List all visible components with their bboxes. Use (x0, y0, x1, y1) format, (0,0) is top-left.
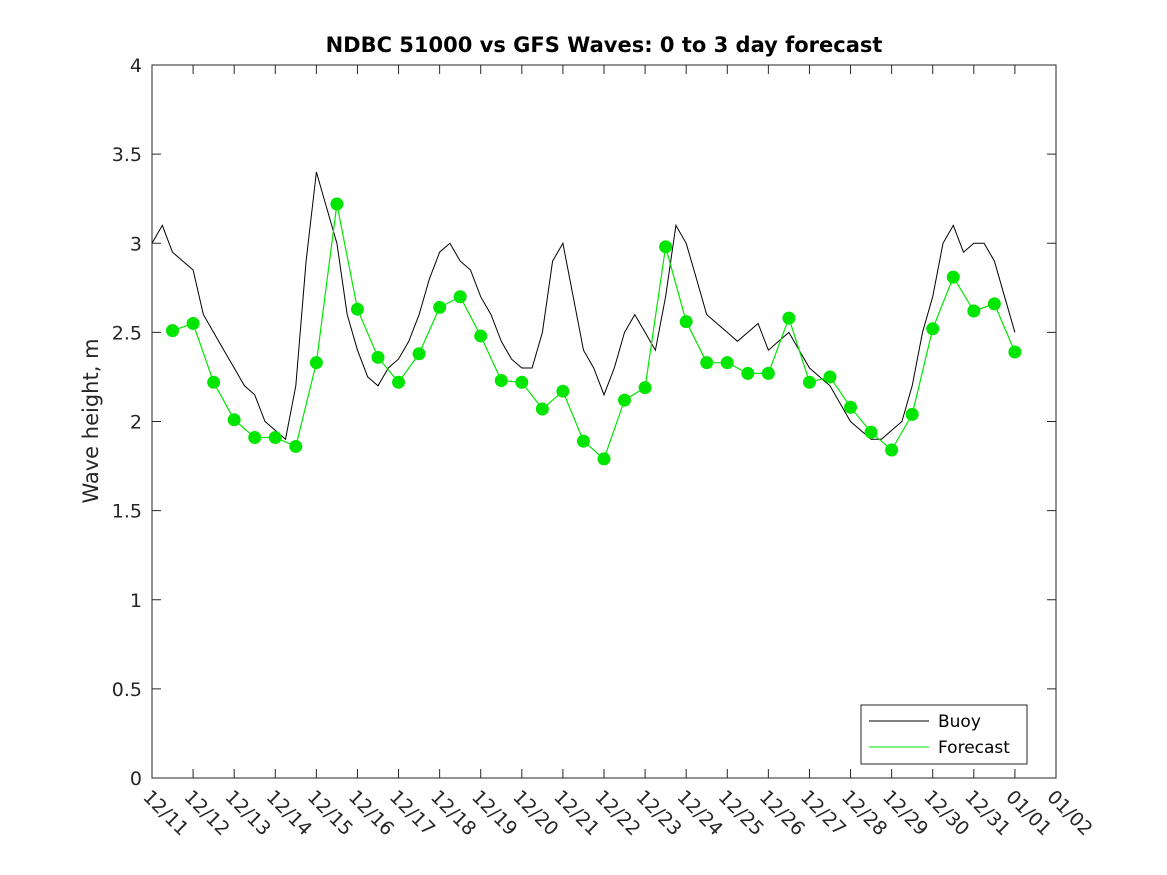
forecast-point (330, 197, 344, 211)
legend: Buoy Forecast (860, 704, 1028, 765)
forecast-point (926, 322, 940, 336)
y-tick-label: 2 (130, 412, 142, 434)
y-tick-label: 4 (130, 55, 142, 77)
forecast-point (371, 350, 385, 364)
forecast-point (474, 329, 488, 343)
forecast-point (433, 300, 447, 314)
forecast-point (556, 384, 570, 398)
forecast-point (823, 370, 837, 384)
y-tick-label: 0 (130, 768, 142, 790)
y-tick-label: 3.5 (112, 144, 142, 166)
forecast-point (946, 270, 960, 284)
forecast-point (761, 366, 775, 380)
forecast-point (227, 413, 241, 427)
y-tick-label: 0.5 (112, 679, 142, 701)
forecast-point (864, 425, 878, 439)
forecast-point (166, 324, 180, 338)
forecast-point (802, 375, 816, 389)
forecast-point (618, 393, 632, 407)
y-tick-label: 2.5 (112, 322, 142, 344)
y-tick-label: 1.5 (112, 501, 142, 523)
forecast-point (700, 356, 714, 370)
forecast-point (741, 366, 755, 380)
legend-label-buoy: Buoy (938, 712, 981, 732)
y-axis: 0 0.5 1 1.5 2 2.5 3 3.5 4 (112, 55, 1056, 790)
forecast-point (268, 431, 282, 445)
forecast-point (289, 439, 303, 453)
forecast-point (720, 356, 734, 370)
forecast-point (186, 316, 200, 330)
chart-title: NDBC 51000 vs GFS Waves: 0 to 3 day fore… (326, 33, 883, 57)
y-tick-label: 3 (130, 233, 142, 255)
forecast-point (987, 297, 1001, 311)
legend-box (860, 704, 1028, 765)
forecast-point (638, 381, 652, 395)
series-layer (151, 171, 1022, 466)
forecast-point (844, 400, 858, 414)
forecast-point (885, 443, 899, 457)
legend-label-forecast: Forecast (938, 738, 1010, 758)
forecast-point (576, 434, 590, 448)
y-axis-label: Wave height, m (79, 338, 103, 503)
forecast-point (309, 356, 323, 370)
forecast-point (412, 347, 426, 361)
forecast-point (515, 375, 529, 389)
forecast-point (659, 240, 673, 254)
forecast-point (905, 407, 919, 421)
forecast-point (392, 375, 406, 389)
forecast-point (350, 302, 364, 316)
y-tick-label: 1 (130, 590, 142, 612)
forecast-point (782, 311, 796, 325)
forecast-point (1008, 345, 1022, 359)
forecast-point (967, 304, 981, 318)
forecast-point (207, 375, 221, 389)
forecast-point (679, 315, 693, 329)
forecast-point (248, 431, 262, 445)
forecast-point (494, 374, 508, 388)
forecast-point (453, 290, 467, 304)
series-buoy-line (151, 171, 1016, 441)
forecast-point (535, 402, 549, 416)
forecast-point (597, 452, 611, 466)
